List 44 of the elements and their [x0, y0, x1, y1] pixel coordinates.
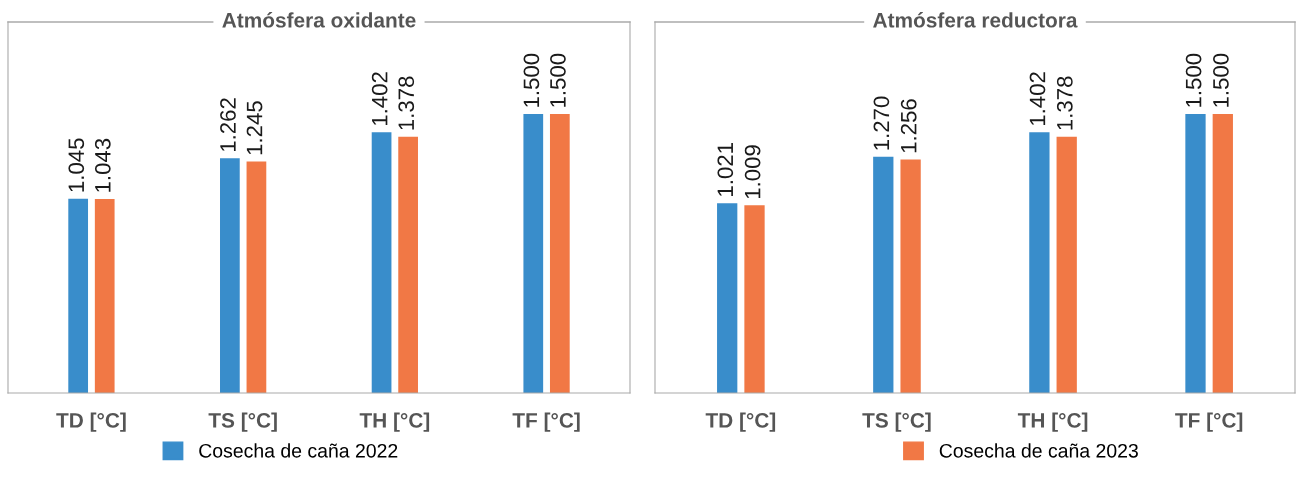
legend-label: Cosecha de caña 2022 — [199, 443, 398, 458]
data-label: 1.245 — [246, 101, 263, 155]
bar — [220, 158, 240, 393]
bar — [1185, 114, 1206, 393]
data-label: 1.270 — [873, 96, 890, 150]
bar — [744, 205, 765, 393]
bar — [68, 198, 89, 393]
x-tick-label: TH [°C] — [1017, 412, 1088, 432]
data-label: 1.500 — [1185, 53, 1202, 107]
data-label: 1.262 — [220, 98, 236, 152]
bar — [1212, 114, 1233, 393]
data-label: 1.500 — [523, 53, 540, 107]
data-label: 1.256 — [900, 99, 917, 153]
bar — [873, 156, 894, 393]
x-tick-label: TD [°C] — [56, 412, 126, 432]
bar — [717, 203, 738, 393]
data-label: 1.378 — [398, 76, 415, 130]
bar — [1056, 136, 1077, 393]
legend-label: Cosecha de caña 2023 — [939, 443, 1138, 458]
data-label: 1.043 — [94, 138, 111, 192]
bar — [94, 199, 115, 393]
chart-title: Atmósfera oxidante — [222, 12, 416, 28]
x-tick-label: TS [°C] — [208, 412, 277, 432]
data-label: 1.500 — [550, 53, 566, 107]
bar — [398, 136, 418, 393]
bar — [900, 159, 921, 393]
x-tick-label: TF [°C] — [512, 412, 580, 432]
chart-title: Atmósfera reductora — [873, 12, 1078, 28]
x-tick-label: TF [°C] — [1175, 412, 1243, 432]
data-label: 1.402 — [371, 72, 388, 126]
data-label: 1.045 — [68, 138, 85, 192]
bar — [523, 114, 544, 393]
data-label: 1.009 — [744, 145, 761, 199]
bar — [1029, 132, 1050, 393]
data-label: 1.378 — [1056, 76, 1073, 130]
data-label: 1.021 — [717, 143, 734, 196]
data-label: 1.402 — [1029, 72, 1046, 126]
bar — [246, 161, 267, 393]
x-tick-label: TH [°C] — [359, 412, 430, 432]
x-tick-label: TS [°C] — [862, 412, 931, 432]
bar — [549, 114, 570, 393]
data-label: 1.500 — [1213, 53, 1229, 107]
x-tick-label: TD [°C] — [705, 412, 776, 432]
bar — [371, 132, 392, 393]
